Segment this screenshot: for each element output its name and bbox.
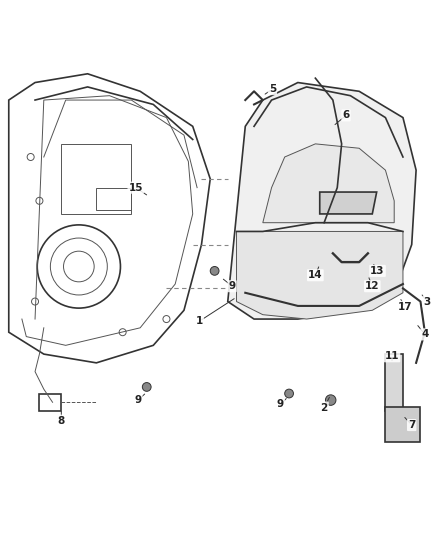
Text: 5: 5 [269, 84, 276, 94]
Text: 15: 15 [128, 183, 143, 192]
Circle shape [210, 266, 219, 275]
Text: 11: 11 [385, 351, 399, 361]
Circle shape [142, 383, 151, 391]
Text: 1: 1 [196, 316, 203, 326]
Polygon shape [320, 192, 377, 214]
Text: 14: 14 [308, 270, 323, 280]
Text: 9: 9 [229, 281, 236, 291]
Text: 9: 9 [134, 395, 141, 405]
Text: 4: 4 [421, 329, 428, 340]
Polygon shape [385, 354, 403, 411]
Text: 8: 8 [58, 416, 65, 426]
Text: 12: 12 [365, 281, 380, 291]
Polygon shape [237, 231, 403, 319]
Text: 13: 13 [370, 266, 385, 276]
Text: 17: 17 [398, 302, 413, 312]
Text: 3: 3 [424, 296, 431, 306]
Text: 2: 2 [321, 402, 328, 413]
Polygon shape [228, 83, 416, 319]
Text: 9: 9 [277, 399, 284, 409]
Polygon shape [385, 407, 420, 442]
Circle shape [285, 389, 293, 398]
Circle shape [325, 395, 336, 405]
Polygon shape [263, 144, 394, 223]
Text: 7: 7 [408, 420, 415, 430]
Text: 6: 6 [343, 110, 350, 120]
